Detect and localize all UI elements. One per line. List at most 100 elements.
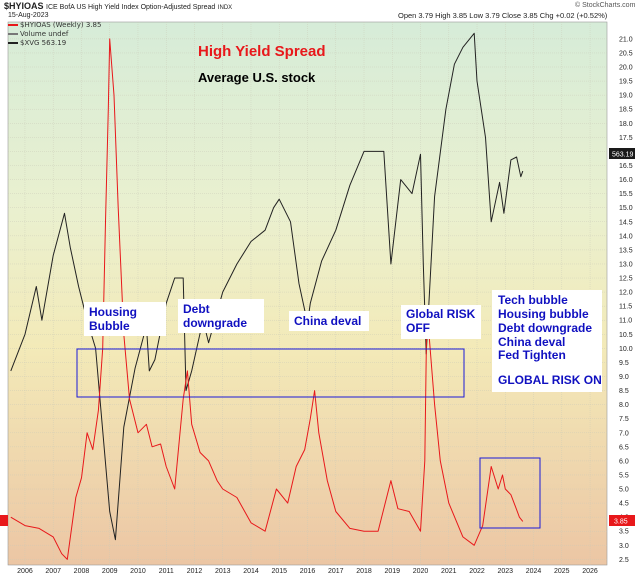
y-tick-label: 12.0	[619, 290, 633, 297]
y-tick-label: 8.0	[619, 402, 629, 409]
annotation-global-line2: OFF	[406, 321, 430, 335]
y-tick-label: 5.0	[619, 487, 629, 494]
y-tick-label: 9.0	[619, 374, 629, 381]
x-tick-label: 2020	[413, 568, 429, 575]
header-stats: Open 3.79 High 3.85 Low 3.79 Close 3.85 …	[398, 11, 608, 20]
y-tick-label: 14.0	[619, 233, 633, 240]
x-tick-label: 2009	[102, 568, 118, 575]
highlight-box-recent	[479, 457, 541, 529]
annotation-housing-line1: Housing	[89, 305, 137, 319]
annotation-list-item: Fed Tighten	[498, 348, 566, 362]
header-date: 15-Aug-2023	[8, 12, 49, 19]
x-axis: 2006 2007 2008 2009 2010 2011 2012 2013 2014 2015…	[17, 568, 598, 575]
legend-label: $HYIOAS (Weekly) 3.85	[20, 21, 102, 29]
x-tick-label: 2019	[384, 568, 400, 575]
x-tick-label: 2016	[300, 568, 316, 575]
price-badge-stock	[609, 148, 635, 159]
y-tick-label: 11.0	[619, 318, 632, 325]
y-tick-label: 10.0	[619, 346, 633, 353]
highlight-box-main	[76, 348, 465, 398]
legend-label: $XVG 563.19	[20, 39, 67, 47]
annotation-title: High Yield Spread	[198, 43, 326, 60]
y-tick-label: 13.0	[619, 261, 633, 268]
y-tick-label: 10.5	[619, 332, 633, 339]
y-tick-label: 16.0	[619, 177, 633, 184]
y-tick-label: 20.0	[619, 65, 633, 72]
y-tick-label: 8.5	[619, 388, 629, 395]
y-tick-label: 19.0	[619, 93, 633, 100]
legend-swatch-stock	[8, 42, 18, 44]
annotation-housing-box	[84, 302, 166, 336]
y-tick-label: 4.5	[619, 501, 629, 508]
x-tick-label: 2012	[187, 568, 203, 575]
brand-label: © StockCharts.com	[575, 2, 636, 9]
y-tick-label: 19.5	[619, 79, 633, 86]
legend-label: Volume undef	[20, 30, 69, 38]
legend-item-stock: $XVG 563.19	[8, 39, 101, 48]
x-tick-label: 2015	[271, 568, 287, 575]
y-tick-label: 18.0	[619, 121, 633, 128]
y-tick-label: 9.5	[619, 360, 629, 367]
x-tick-label: 2007	[45, 568, 61, 575]
annotation-list-item: Debt downgrade	[498, 321, 592, 335]
annotation-list-item: Tech bubble	[498, 293, 568, 307]
y-tick-label: 5.5	[619, 472, 629, 479]
y-tick-label: 11.5	[619, 304, 632, 311]
x-tick-label: 2006	[17, 568, 33, 575]
y-tick-label: 7.5	[619, 416, 629, 423]
exchange: INDX	[217, 5, 233, 11]
x-tick-label: 2022	[469, 568, 485, 575]
legend-swatch-volume	[8, 33, 18, 35]
x-tick-label: 2024	[526, 568, 542, 575]
y-tick-label: 3.0	[619, 543, 629, 550]
legend-item-volume: Volume undef	[8, 30, 101, 39]
annotation-debt-box	[178, 299, 264, 333]
x-tick-label: 2018	[356, 568, 372, 575]
y-tick-label: 17.5	[619, 135, 633, 142]
x-tick-label: 2011	[159, 568, 174, 575]
x-tick-label: 2026	[582, 568, 598, 575]
legend-item-spread: $HYIOAS (Weekly) 3.85	[8, 21, 101, 30]
y-tick-label: 16.5	[619, 163, 633, 170]
y-tick-label: 2.5	[619, 557, 629, 564]
legend: $HYIOAS (Weekly) 3.85 Volume undef $XVG …	[8, 21, 101, 48]
y-tick-label: 7.0	[619, 430, 629, 437]
y-tick-label: 12.5	[619, 276, 633, 283]
annotation-global-box	[401, 305, 481, 339]
y-tick-label: 21.0	[619, 36, 633, 43]
series-line-stock	[10, 32, 524, 541]
y-tick-label: 14.5	[619, 219, 633, 226]
x-tick-label: 2021	[441, 568, 457, 575]
price-badge-spread-text: 3.85	[614, 519, 628, 526]
y-tick-label: 15.5	[619, 191, 633, 198]
annotation-list-item: Housing bubble	[498, 307, 589, 321]
x-tick-label: 2017	[328, 568, 344, 575]
annotation-subtitle: Average U.S. stock	[198, 70, 316, 85]
x-tick-label: 2013	[215, 568, 231, 575]
annotation-china-box	[289, 311, 369, 331]
y-tick-label: 15.0	[619, 205, 633, 212]
price-badge-left	[0, 515, 8, 526]
y-tick-label: 20.5	[619, 50, 633, 57]
annotation-list-box	[492, 290, 602, 392]
annotation-housing-line2: Bubble	[89, 319, 130, 333]
grid	[8, 22, 607, 565]
x-tick-label: 2010	[130, 568, 146, 575]
annotation-list-item: China deval	[498, 335, 565, 349]
y-axis: 2.53.03.54.04.55.05.56.06.57.07.58.08.59…	[619, 36, 633, 563]
annotation-china: China deval	[294, 314, 361, 328]
price-badge-stock-text: 563.19	[612, 152, 634, 159]
y-tick-label: 13.5	[619, 247, 633, 254]
header-title: $HYIOAS ICE BofA US High Yield Index Opt…	[4, 1, 232, 11]
legend-swatch-spread	[8, 24, 18, 26]
x-tick-label: 2014	[243, 568, 259, 575]
symbol: $HYIOAS	[4, 1, 44, 11]
y-tick-label: 6.5	[619, 444, 629, 451]
x-tick-label: 2025	[554, 568, 570, 575]
x-tick-label: 2008	[74, 568, 90, 575]
annotation-list-item: GLOBAL RISK ON	[498, 373, 602, 387]
y-tick-label: 3.5	[619, 529, 629, 536]
y-tick-label: 6.0	[619, 458, 629, 465]
y-tick-label: 18.5	[619, 107, 633, 114]
